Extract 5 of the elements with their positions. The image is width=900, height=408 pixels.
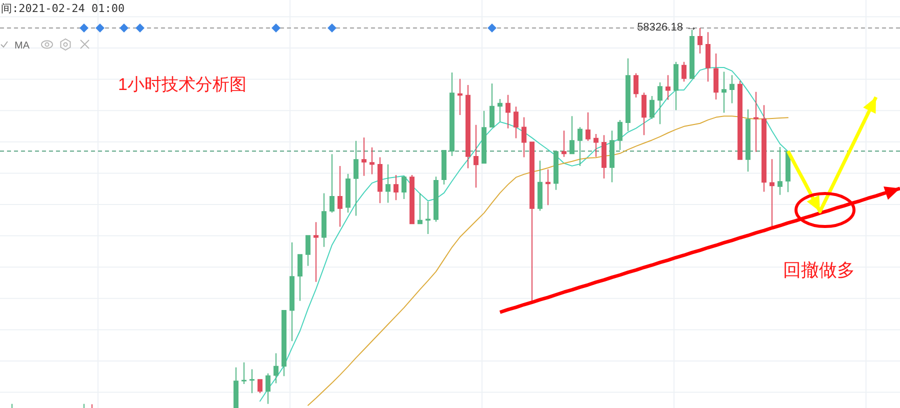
annotation: 58326.18 → xyxy=(637,22,697,34)
annotation: 间:2021-02-24 01:00 xyxy=(1,2,125,15)
annotation: 回撤做多 xyxy=(783,260,855,280)
annotation: MA xyxy=(14,40,30,52)
title: 1小时技术分析图 xyxy=(118,75,246,94)
